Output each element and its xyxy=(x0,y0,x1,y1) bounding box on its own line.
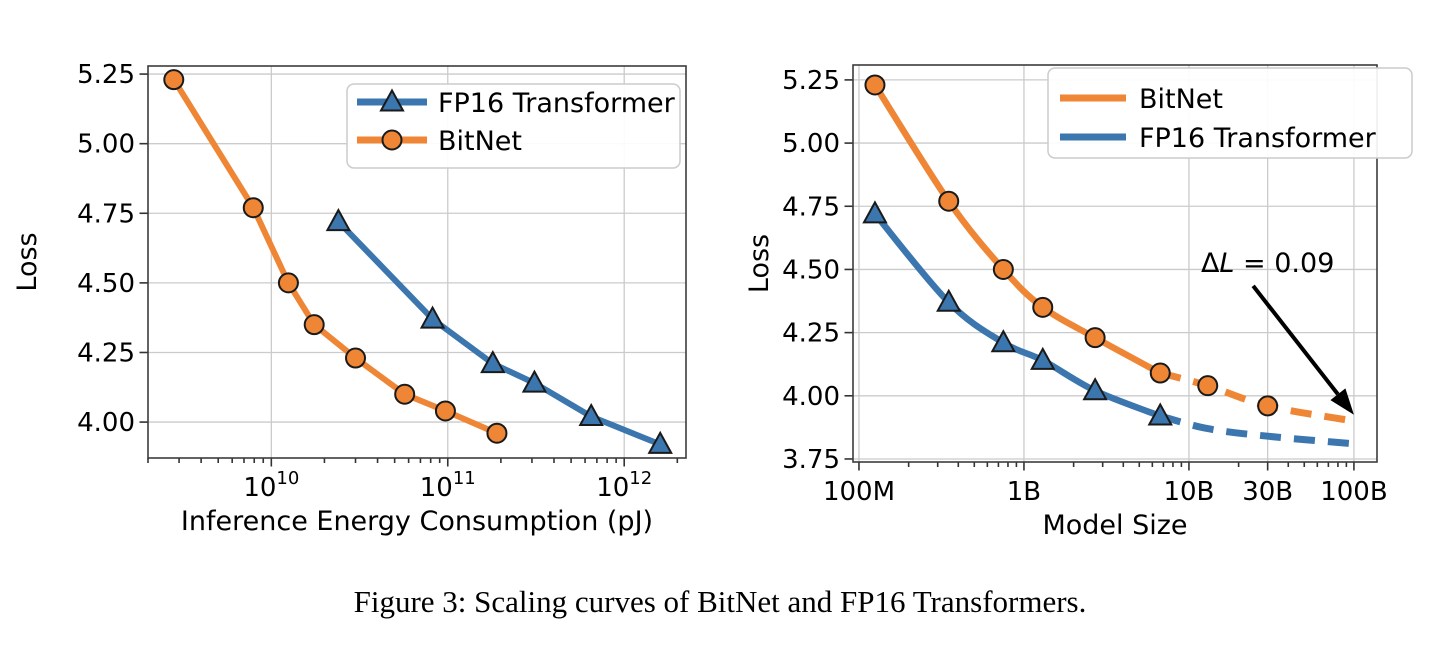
bitnet-marker xyxy=(486,422,508,444)
tick-labels: 1010 1011 1012 4.00 4.25 4.50 4.75 5.00 5.25 xyxy=(77,60,652,503)
y-tick-label: 4.75 xyxy=(782,192,840,222)
fp16-marker xyxy=(578,402,604,427)
y-axis-label: Loss xyxy=(744,234,775,293)
axis-ticks xyxy=(844,79,1355,471)
fp16-marker xyxy=(990,329,1017,353)
bitnet-series xyxy=(864,74,1355,425)
bitnet-marker xyxy=(277,272,299,294)
fp16-marker xyxy=(647,430,673,454)
x-tick-label: 100M xyxy=(823,477,895,507)
bitnet-marker xyxy=(1149,362,1171,384)
tick-labels: 100M 1B 10B 30B 100B 3.75 4.00 4.25 4.50 4.75 5.00… xyxy=(782,66,1388,507)
fp16-marker xyxy=(325,208,352,232)
legend: FP16 Transformer BitNet xyxy=(346,83,681,169)
x-axis-label: Model Size xyxy=(1042,510,1187,541)
fp16-line xyxy=(871,210,1164,420)
bitnet-series xyxy=(163,69,508,444)
x-tick-label: 30B xyxy=(1242,477,1293,507)
bitnet-marker xyxy=(303,314,325,336)
x-tick-label: 1B xyxy=(1007,477,1041,507)
figure-caption: Figure 3: Scaling curves of BitNet and F… xyxy=(353,584,1087,619)
bitnet-dashed-line xyxy=(1159,369,1355,425)
bitnet-marker xyxy=(938,190,960,212)
bitnet-marker xyxy=(992,258,1014,280)
legend-label: FP16 Transformer xyxy=(438,88,676,119)
annotation-text: ΔL = 0.09 xyxy=(1201,248,1334,279)
fp16-series xyxy=(862,200,1355,448)
fp16-marker xyxy=(862,200,888,224)
fp16-marker xyxy=(1147,402,1173,426)
bitnet-marker xyxy=(434,400,456,422)
legend-triangle-icon xyxy=(379,88,405,112)
x-tick-label: 1011 xyxy=(420,468,476,503)
bitnet-marker xyxy=(864,74,886,96)
fp16-marker xyxy=(1030,346,1056,370)
fp16-series xyxy=(325,208,673,454)
x-tick-label: 100B xyxy=(1320,477,1387,507)
y-tick-label: 4.25 xyxy=(77,338,135,368)
x-tick-label: 1010 xyxy=(243,468,299,503)
y-tick-label: 4.25 xyxy=(782,319,840,349)
y-tick-label: 4.75 xyxy=(77,199,135,229)
bitnet-marker xyxy=(163,69,185,91)
fp16-marker xyxy=(480,350,506,374)
y-tick-label: 4.50 xyxy=(77,269,135,299)
x-tick-label: 10B xyxy=(1163,477,1214,507)
legend-box xyxy=(346,83,681,169)
fp16-line xyxy=(335,218,664,448)
y-tick-label: 5.00 xyxy=(782,129,840,159)
fp16-dashed-line xyxy=(1159,412,1355,448)
x-axis-label: Inference Energy Consumption (pJ) xyxy=(181,506,653,537)
plot-border xyxy=(147,65,687,459)
modelsize-loss-chart: 100M 1B 10B 30B 100B 3.75 4.00 4.25 4.50 4.75 5.00… xyxy=(744,64,1413,541)
bitnet-marker xyxy=(345,347,367,369)
fp16-marker xyxy=(1082,377,1108,401)
y-tick-label: 3.75 xyxy=(782,445,840,475)
fp16-marker xyxy=(936,288,962,312)
delta-loss-annotation: ΔL = 0.09 xyxy=(1201,248,1354,415)
y-tick-label: 5.25 xyxy=(782,66,840,96)
y-tick-label: 4.00 xyxy=(77,408,135,438)
legend-circle-icon xyxy=(381,129,403,151)
annotation-arrow-head xyxy=(1330,388,1354,415)
y-tick-label: 5.00 xyxy=(77,130,135,160)
x-tick-label: 1012 xyxy=(596,468,652,503)
plot-border xyxy=(852,64,1378,463)
legend-label: FP16 Transformer xyxy=(1139,123,1377,154)
legend-label: BitNet xyxy=(1139,84,1223,115)
energy-loss-chart: 1010 1011 1012 4.00 4.25 4.50 4.75 5.00 5.25 Infe… xyxy=(12,60,687,537)
y-axis-label: Loss xyxy=(12,232,43,291)
bitnet-marker xyxy=(394,383,416,405)
fp16-marker xyxy=(419,305,446,329)
y-tick-label: 4.50 xyxy=(782,255,840,285)
legend-box xyxy=(1047,67,1413,159)
annotation-arrow-shaft xyxy=(1251,284,1340,396)
y-tick-label: 4.00 xyxy=(782,382,840,412)
legend: BitNet FP16 Transformer xyxy=(1047,67,1413,159)
bitnet-marker xyxy=(1084,327,1106,349)
bitnet-marker xyxy=(1197,375,1219,397)
legend-label: BitNet xyxy=(438,126,522,157)
bitnet-marker xyxy=(1032,296,1054,318)
y-tick-label: 5.25 xyxy=(77,60,135,90)
bitnet-marker xyxy=(1257,395,1279,417)
bitnet-marker xyxy=(242,197,264,219)
axis-ticks xyxy=(139,73,679,467)
fp16-marker xyxy=(521,369,548,393)
